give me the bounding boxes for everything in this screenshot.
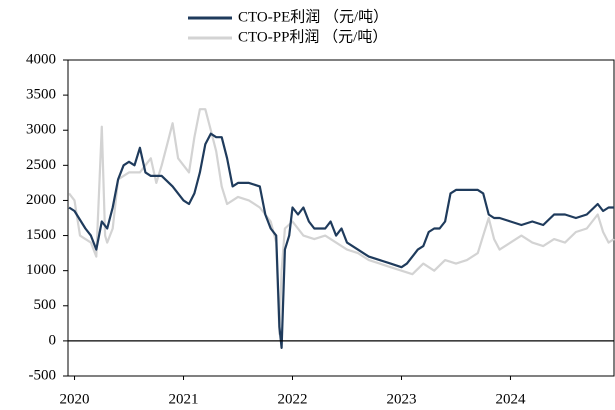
y-tick-label: -500 xyxy=(29,367,57,383)
series-line xyxy=(68,132,614,349)
legend-label: CTO-PE利润 （元/吨） xyxy=(238,8,388,25)
y-tick-label: 0 xyxy=(49,332,57,348)
y-tick-label: 2500 xyxy=(26,157,56,173)
x-tick-label: 2021 xyxy=(169,391,199,407)
x-tick-label: 2023 xyxy=(386,391,416,407)
x-tick-label: 2024 xyxy=(495,391,526,407)
y-tick-label: 1500 xyxy=(26,227,56,243)
y-tick-label: 3500 xyxy=(26,87,56,103)
y-tick-label: 1000 xyxy=(26,262,56,278)
y-tick-label: 3000 xyxy=(26,122,56,138)
series-line xyxy=(68,108,615,335)
y-tick-label: 4000 xyxy=(26,51,56,67)
plot-frame xyxy=(67,59,615,377)
y-tick-label: 2000 xyxy=(26,192,56,208)
legend-label: CTO-PP利润 （元/吨） xyxy=(238,28,387,45)
y-tick-label: 500 xyxy=(34,297,57,313)
x-tick-label: 2020 xyxy=(60,391,90,407)
x-tick-label: 2022 xyxy=(278,391,308,407)
